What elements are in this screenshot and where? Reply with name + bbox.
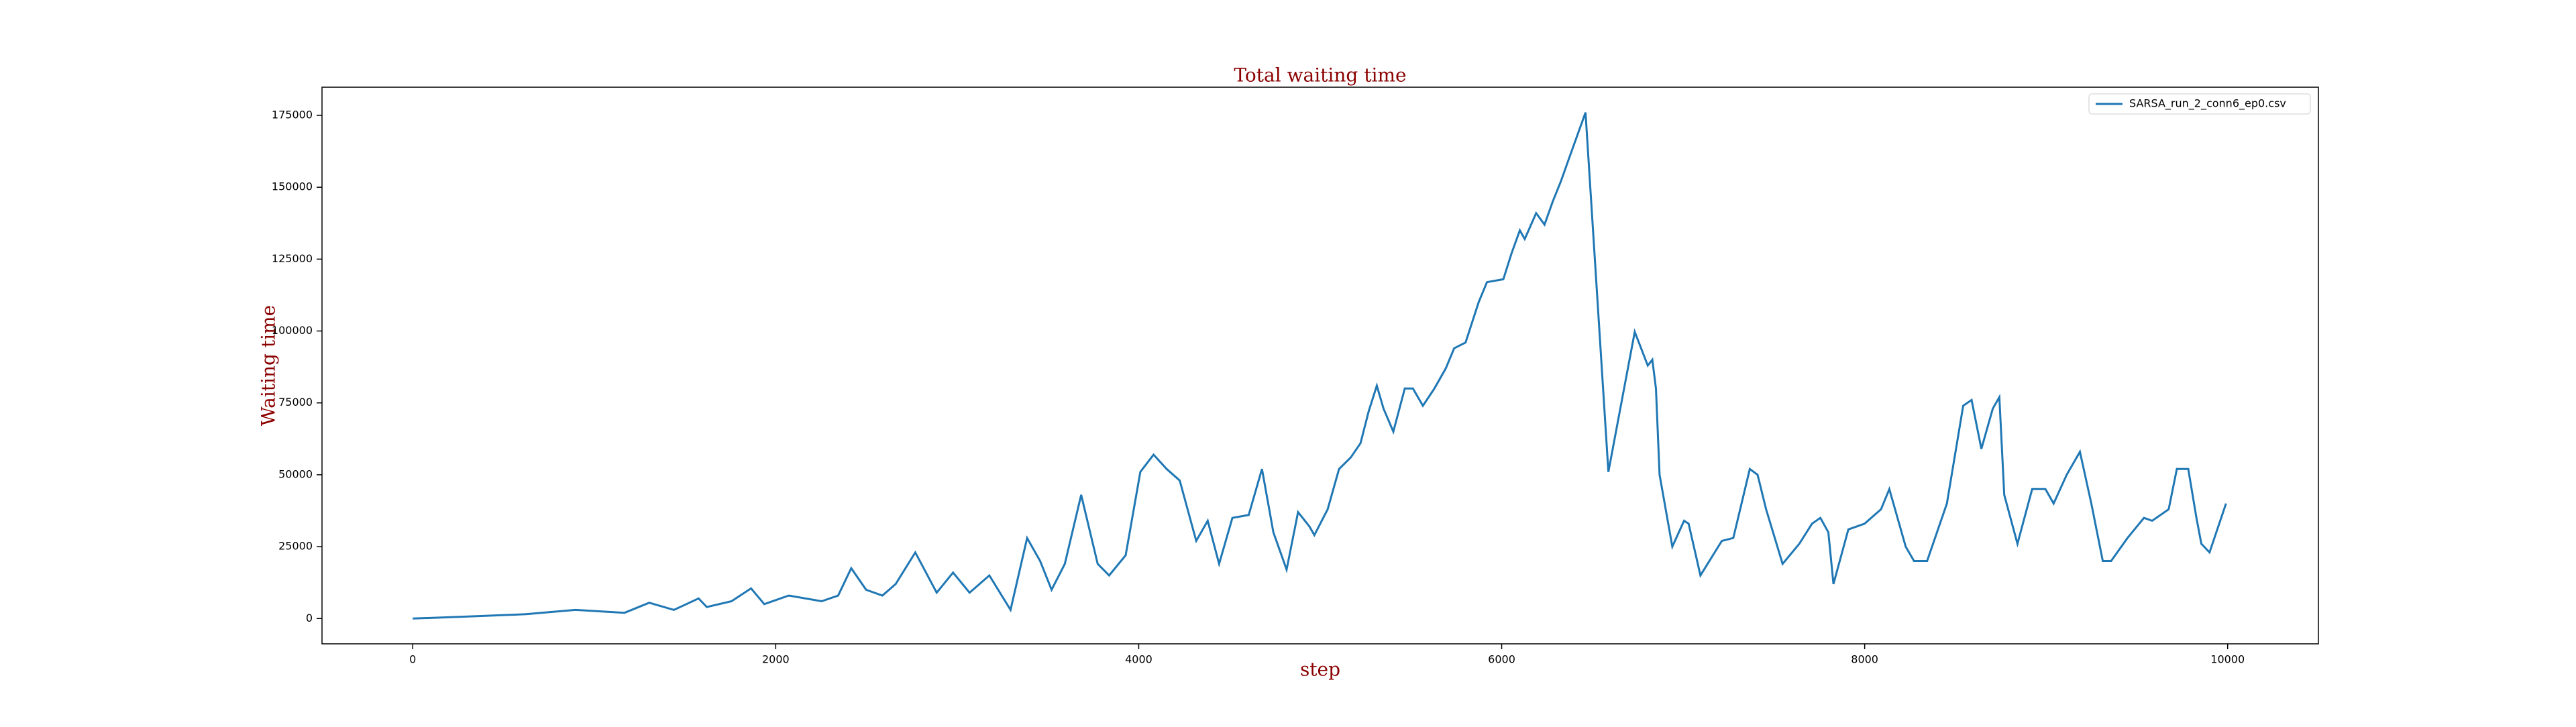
x-tick-label: 6000 bbox=[1488, 653, 1515, 666]
y-tick-label: 100000 bbox=[272, 324, 313, 337]
x-tick-label: 4000 bbox=[1125, 653, 1152, 666]
y-tick-label: 175000 bbox=[272, 109, 313, 121]
x-axis-label: step bbox=[1300, 659, 1340, 681]
x-tick-label: 0 bbox=[409, 653, 416, 666]
y-tick-label: 50000 bbox=[278, 467, 313, 480]
x-tick-label: 8000 bbox=[1851, 653, 1878, 666]
y-tick-label: 125000 bbox=[272, 252, 313, 265]
legend-box bbox=[2088, 93, 2311, 115]
y-axis-label: Waiting time bbox=[258, 305, 280, 426]
y-tick-label: 25000 bbox=[278, 540, 313, 553]
x-tick-label: 10000 bbox=[2210, 653, 2245, 666]
legend-label: SARSA_run_2_conn6_ep0.csv bbox=[2129, 97, 2286, 111]
chart-title: Total waiting time bbox=[1234, 64, 1406, 87]
y-tick-label: 0 bbox=[306, 612, 313, 624]
y-tick-label: 75000 bbox=[278, 396, 313, 408]
data-line bbox=[413, 112, 2227, 620]
x-tick-label: 2000 bbox=[762, 653, 790, 666]
plot-frame bbox=[321, 87, 2319, 645]
y-tick-label: 150000 bbox=[272, 180, 313, 193]
